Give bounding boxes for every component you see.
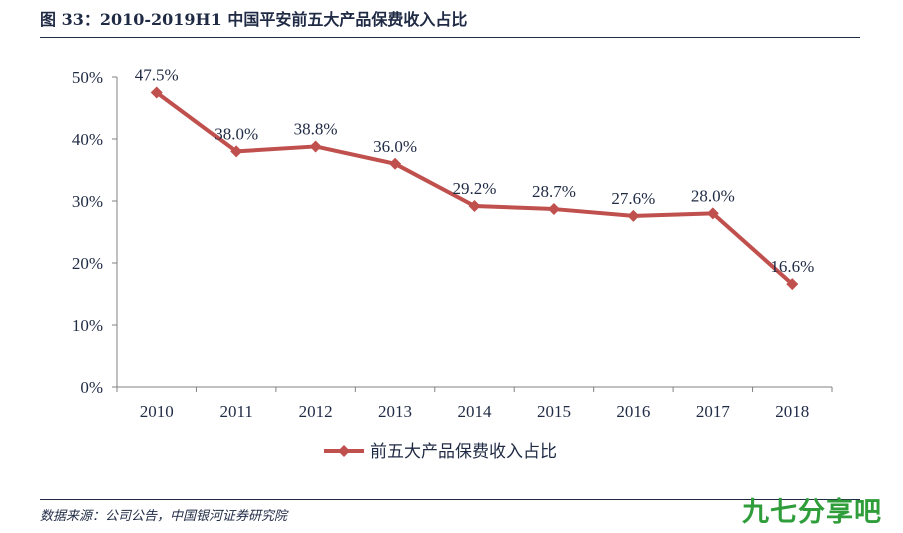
legend-marker	[338, 445, 350, 457]
data-point-marker	[627, 209, 640, 222]
data-label: 47.5%	[135, 66, 179, 85]
data-label: 28.7%	[532, 182, 576, 201]
data-label: 28.0%	[691, 186, 735, 205]
x-tick-label: 2013	[378, 402, 412, 421]
y-tick-label: 50%	[72, 68, 103, 87]
data-point-marker	[150, 86, 163, 99]
x-tick-label: 2015	[537, 402, 571, 421]
data-label: 38.0%	[214, 124, 258, 143]
x-tick-label: 2011	[219, 402, 252, 421]
title-rule	[40, 37, 860, 38]
data-point-marker	[309, 140, 322, 153]
data-label: 36.0%	[373, 137, 417, 156]
data-point-marker	[547, 203, 560, 216]
data-point-marker	[389, 157, 402, 170]
y-tick-label: 10%	[72, 316, 103, 335]
data-label: 38.8%	[294, 119, 338, 138]
y-tick-label: 0%	[80, 378, 103, 397]
data-label: 27.6%	[611, 189, 655, 208]
data-point-marker	[706, 207, 719, 220]
x-tick-label: 2014	[458, 402, 493, 421]
data-labels: 47.5% 38.0% 38.8% 36.0% 29.2% 28.7% 27.6% 28.0%…	[135, 66, 814, 277]
chart-legend: 前五大产品保费收入占比	[324, 442, 557, 461]
data-label: 29.2%	[453, 179, 497, 198]
x-tick-label: 2018	[775, 402, 809, 421]
line-chart: 0%10%20%30%40%50% 2010 2011 2012 2013 2014 20…	[72, 66, 833, 461]
y-tick-label: 20%	[72, 254, 103, 273]
figure-title: 图 33：2010-2019H1 中国平安前五大产品保费收入占比	[40, 10, 468, 29]
footer-rule	[40, 499, 860, 500]
data-point-marker	[468, 199, 481, 212]
series-group	[150, 86, 799, 291]
source-note: 数据来源：公司公告，中国银河证券研究院	[40, 509, 288, 524]
y-tick-label: 30%	[72, 192, 103, 211]
x-tick-label: 2012	[299, 402, 333, 421]
data-label: 16.6%	[770, 257, 814, 276]
x-tick-label: 2017	[696, 402, 731, 421]
watermark-text: 九七分享吧	[742, 497, 882, 528]
x-axis-ticks: 2010 2011 2012 2013 2014 2015 2016 2017 2018	[116, 387, 833, 421]
watermark-logo: 九七分享吧	[742, 495, 900, 531]
data-point-marker	[230, 145, 243, 158]
legend-label: 前五大产品保费收入占比	[370, 442, 557, 461]
x-tick-label: 2016	[616, 402, 650, 421]
y-axis-ticks: 0% 10% 20% 30% 40% 50%	[72, 68, 117, 397]
data-point-marker	[786, 278, 799, 291]
y-tick-label: 40%	[72, 130, 103, 149]
x-tick-label: 2010	[140, 402, 174, 421]
chart-axes	[116, 77, 832, 388]
